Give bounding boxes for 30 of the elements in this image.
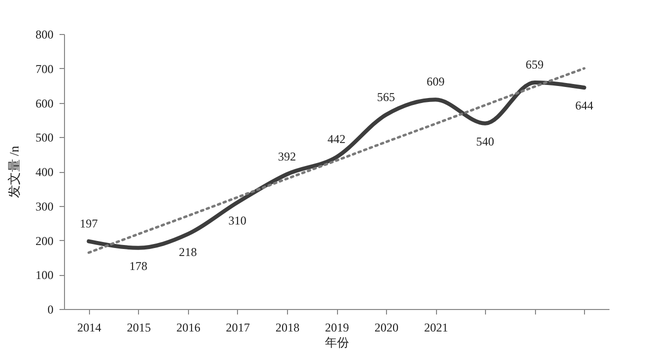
data-label: 442 [328, 132, 346, 146]
data-label: 178 [129, 258, 148, 273]
data-label: 218 [178, 245, 197, 260]
data-label: 310 [228, 213, 246, 228]
y-tick-label: 400 [36, 165, 54, 179]
y-tick-label: 100 [36, 268, 54, 282]
y-tick-label: 200 [36, 234, 54, 248]
x-tick-label: 2014 [77, 320, 102, 334]
y-tick-label: 0 [48, 302, 54, 316]
y-tick-label: 300 [36, 199, 54, 214]
data-label: 197 [80, 216, 98, 230]
data-label: 659 [526, 57, 544, 72]
x-tick-label: 2020 [374, 320, 399, 334]
data-label: 644 [575, 98, 594, 113]
x-tick-label: 2019 [325, 320, 349, 334]
y-tick-label: 800 [36, 28, 54, 42]
data-label: 565 [377, 90, 396, 104]
x-tick-label: 2018 [275, 320, 300, 334]
y-tick-label: 600 [36, 96, 54, 110]
y-axis-title: 发文量 /n [6, 145, 22, 198]
x-tick-label: 2017 [226, 320, 250, 334]
y-tick-label: 500 [36, 130, 54, 145]
x-tick-label: 2016 [176, 320, 200, 334]
y-tick-label: 700 [36, 62, 54, 76]
data-label: 609 [426, 74, 445, 89]
data-label: 392 [278, 149, 296, 164]
x-tick-label: 2021 [424, 320, 448, 334]
x-axis-title: 年份 [325, 336, 349, 350]
data-label: 540 [476, 134, 494, 148]
x-tick-label: 2015 [126, 320, 151, 334]
